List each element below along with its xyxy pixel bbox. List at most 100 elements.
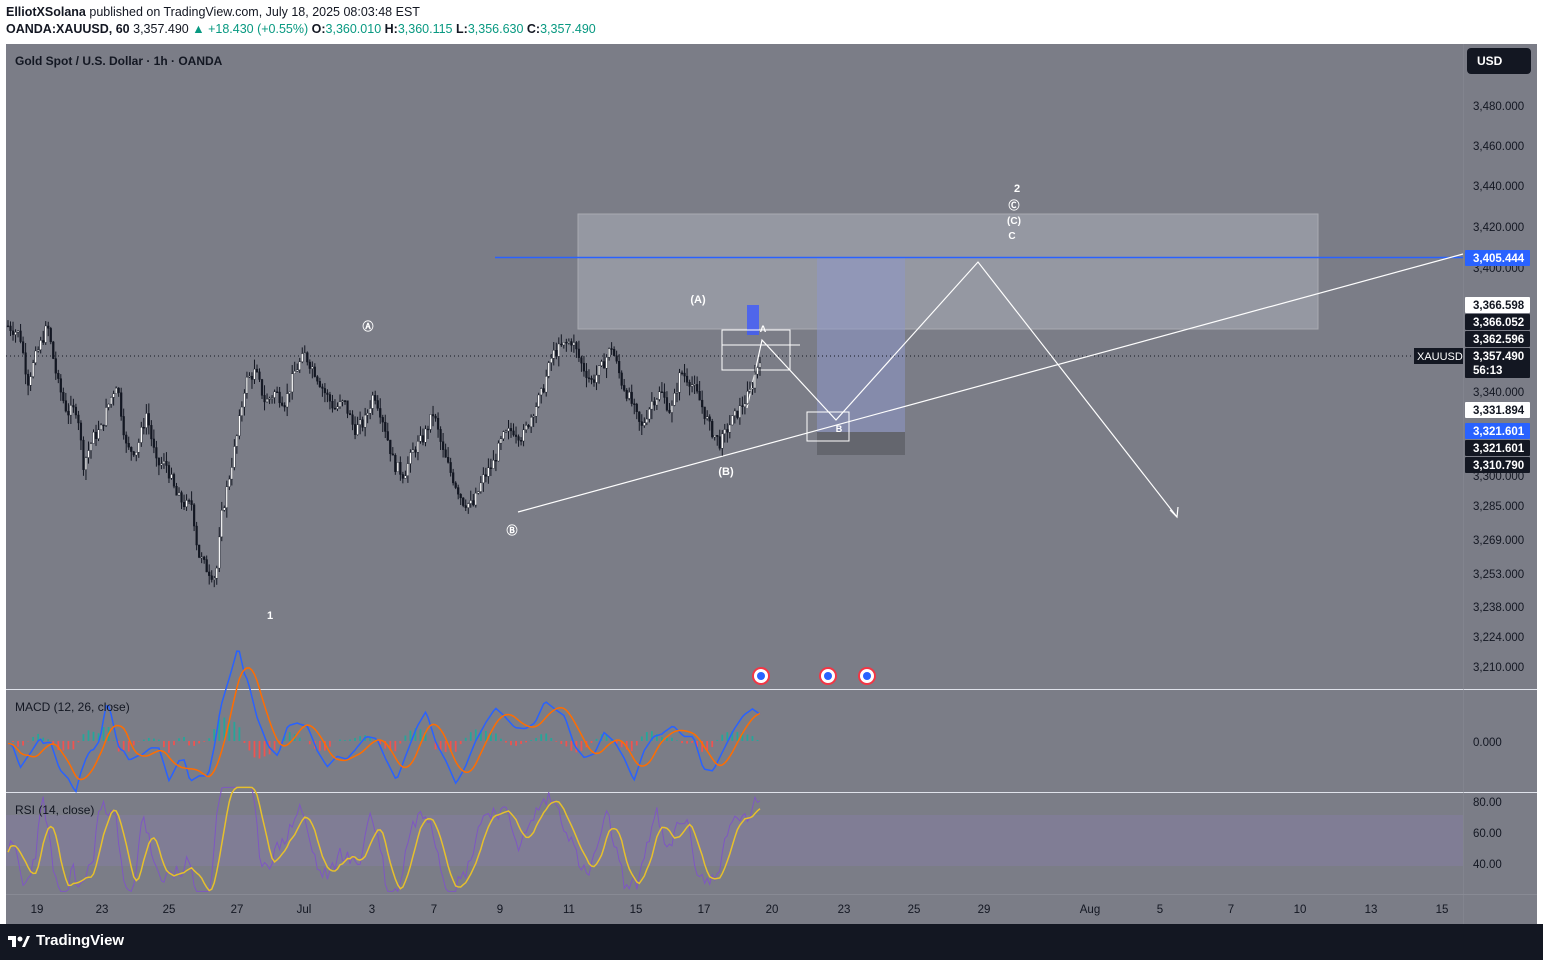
wave-label-b: B — [836, 424, 843, 434]
macd-histogram-bar — [681, 741, 683, 744]
candle-body — [663, 391, 666, 398]
candle-body — [366, 413, 369, 416]
macd-histogram-bar — [540, 734, 543, 741]
published-text: published on TradingView.com, July 18, 2… — [89, 5, 420, 19]
candle-body — [218, 536, 221, 569]
candle-body — [175, 485, 178, 496]
x-tick-label: 15 — [1436, 904, 1449, 916]
trendline[interactable] — [517, 253, 1464, 513]
candle-body — [313, 366, 316, 377]
candle-body — [607, 348, 611, 358]
macd-histogram-bar — [500, 738, 502, 741]
macd-histogram-bar — [570, 741, 573, 751]
macd-histogram-bar — [409, 730, 412, 741]
candle-body — [444, 449, 447, 458]
candle-body — [54, 358, 57, 374]
candle-body — [436, 417, 440, 430]
candle-body — [718, 436, 721, 449]
macd-histogram-bar — [595, 738, 598, 741]
candles-series[interactable] — [6, 320, 762, 588]
candle-body — [230, 467, 233, 480]
candle-body — [127, 443, 130, 448]
macd-histogram-bar — [218, 719, 221, 741]
tradingview-logo[interactable]: TradingView — [8, 932, 124, 949]
macd-histogram-bar — [193, 741, 196, 746]
price-tag-bg — [1465, 440, 1530, 456]
y-tick-label: 3,340.000 — [1473, 387, 1524, 399]
macd-histogram-bar — [731, 731, 734, 741]
candle-body — [343, 400, 347, 402]
rsi-line[interactable] — [7, 786, 761, 892]
price-tag-bg — [1465, 297, 1530, 313]
macd-histogram-bar — [399, 741, 402, 744]
candle-body — [160, 463, 163, 466]
price-tag-bg — [1465, 457, 1530, 473]
candle-body — [658, 391, 661, 400]
macd-histogram-bar — [706, 741, 709, 751]
rsi-tick-60: 60.00 — [1473, 828, 1502, 840]
price-tag-bg — [1465, 314, 1530, 330]
macd-signal-line[interactable] — [7, 667, 761, 781]
candle-body — [44, 325, 47, 343]
candle-body — [575, 342, 578, 350]
macd-histogram-bar — [238, 727, 241, 741]
macd-title[interactable]: MACD (12, 26, close) — [15, 700, 130, 714]
macd-histogram-bar — [112, 740, 115, 741]
macd-histogram-bar — [178, 738, 180, 741]
price-change: +18.430 (+0.55%) — [208, 22, 309, 36]
macd-histogram-bar — [565, 741, 568, 747]
macd-histogram-bar — [645, 732, 648, 741]
wave-projection-path[interactable] — [746, 261, 1178, 518]
rsi-title[interactable]: RSI (14, close) — [15, 803, 94, 817]
wave-label-1: 1 — [267, 610, 273, 622]
fib-box-a[interactable] — [721, 329, 791, 371]
macd-histogram-bar — [142, 739, 145, 741]
candle-body — [660, 391, 664, 393]
macd-histogram-bar — [213, 729, 216, 741]
candle-body — [467, 503, 470, 508]
chart-area[interactable] — [6, 44, 1537, 924]
candle-body — [756, 367, 759, 375]
candle-body — [419, 435, 422, 442]
position-profit-box[interactable] — [817, 258, 905, 432]
candle-body — [472, 500, 475, 506]
candle-body — [379, 408, 382, 418]
candle-body — [14, 332, 17, 335]
candle-body — [47, 325, 50, 329]
macd-line[interactable] — [7, 650, 761, 794]
macd-histogram-bar — [354, 737, 356, 741]
candle-body — [233, 446, 236, 468]
macd-histogram-bar — [168, 741, 170, 753]
x-tick-label: Jul — [297, 904, 312, 916]
candle-body — [411, 449, 415, 453]
tradingview-brand: TradingView — [36, 932, 125, 949]
candle-body — [685, 375, 689, 383]
candle-body — [210, 575, 213, 580]
candle-body — [479, 482, 482, 492]
candle-body — [439, 429, 442, 442]
rsi-series[interactable] — [7, 786, 761, 893]
candle-body — [374, 395, 377, 401]
candle-body — [698, 391, 701, 401]
author-name[interactable]: ElliotXSolana — [6, 5, 86, 19]
candle-body — [655, 399, 658, 406]
candle-body — [253, 368, 256, 380]
candle-body — [384, 421, 387, 432]
macd-histogram-bar — [615, 741, 618, 744]
candle-body — [711, 421, 714, 438]
y-tick-label: 3,420.000 — [1473, 222, 1524, 234]
macd-histogram-bar — [484, 730, 487, 741]
position-loss-box[interactable] — [817, 432, 905, 455]
candle-body — [336, 406, 339, 409]
target-zone[interactable] — [577, 213, 1319, 330]
candle-body — [565, 342, 568, 344]
candle-body — [11, 330, 15, 335]
currency-button[interactable]: USD — [1467, 48, 1531, 74]
macd-histogram-bar — [444, 741, 447, 753]
candle-body — [94, 431, 98, 439]
economic-events[interactable] — [752, 667, 876, 685]
wave-label-circle-b: Ⓑ — [507, 523, 518, 537]
macd-series[interactable] — [7, 650, 761, 794]
candle-body — [615, 355, 618, 362]
